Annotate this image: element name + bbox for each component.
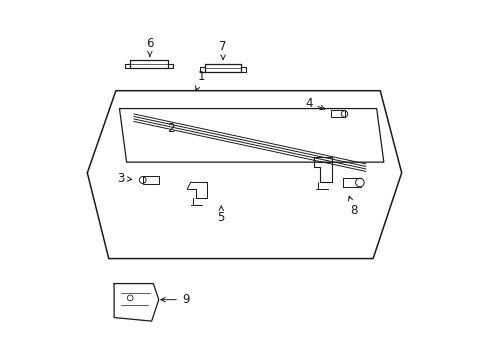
Text: 4: 4: [305, 97, 324, 110]
Text: 2: 2: [167, 122, 175, 135]
Text: 9: 9: [161, 293, 189, 306]
Text: 3: 3: [117, 172, 131, 185]
Text: 6: 6: [146, 37, 153, 50]
Text: 5: 5: [217, 206, 224, 224]
Text: 7: 7: [219, 40, 226, 53]
Bar: [330, 111, 344, 117]
Text: 1: 1: [195, 70, 205, 91]
Bar: [142, 176, 159, 184]
Text: 8: 8: [347, 196, 356, 217]
